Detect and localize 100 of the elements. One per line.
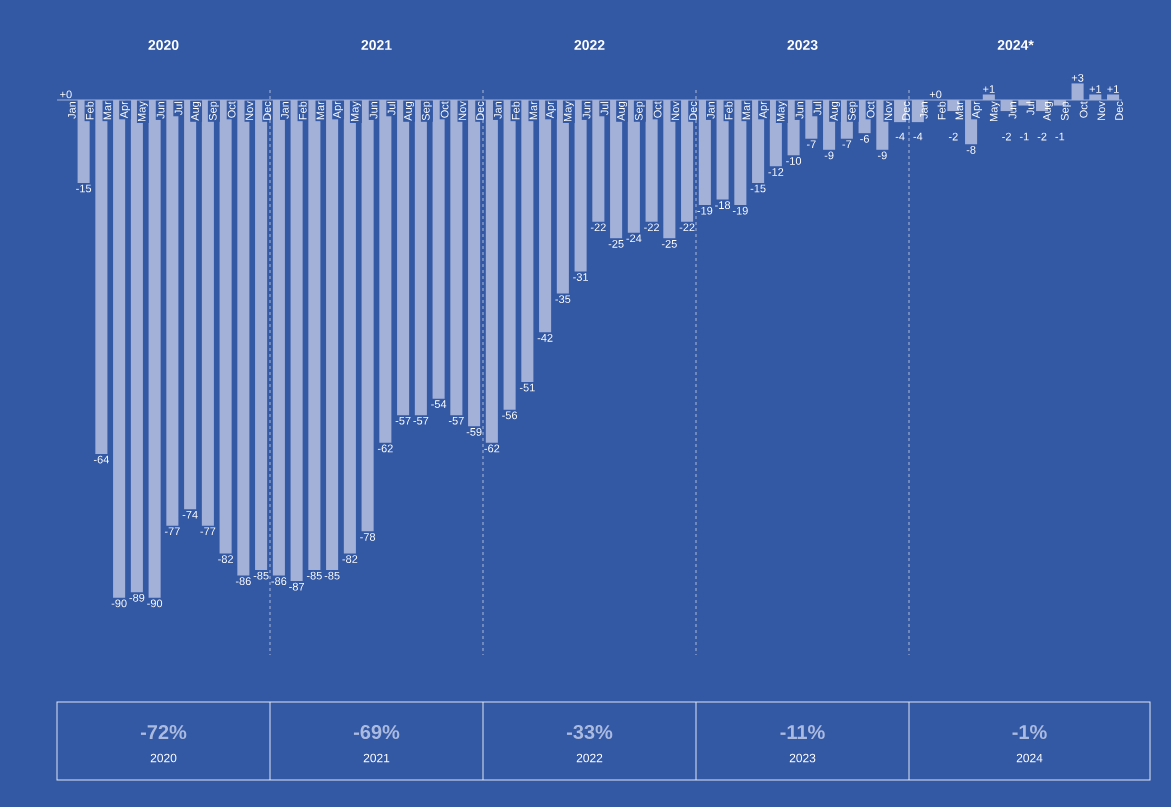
data-label: -85 <box>253 571 269 580</box>
data-label: -59 <box>466 427 482 436</box>
x-tick-label: Jan <box>920 101 928 119</box>
x-tick-label: Feb <box>511 101 520 120</box>
x-tick-label: Dec <box>476 101 484 120</box>
x-tick-label: Jul <box>600 101 609 116</box>
x-tick-label: Jun <box>582 101 591 119</box>
x-tick-label: Nov <box>458 101 467 120</box>
x-tick-label: Aug <box>191 101 202 121</box>
data-label: -4 <box>913 132 923 141</box>
data-label: -90 <box>147 599 163 608</box>
x-tick-label: Sep <box>208 101 219 121</box>
data-label: -2 <box>1037 132 1047 141</box>
data-label: -86 <box>235 577 251 586</box>
data-label: -82 <box>342 555 358 563</box>
x-tick-label: Apr <box>759 101 770 119</box>
data-label: -24 <box>626 234 642 243</box>
data-label: -4 <box>895 132 905 141</box>
data-label: -1 <box>1019 132 1029 141</box>
text: 2021 <box>363 753 390 763</box>
data-label: -25 <box>608 239 624 248</box>
data-label: -7 <box>842 140 852 148</box>
data-label: +1 <box>1089 85 1102 93</box>
data-label: -19 <box>732 206 748 215</box>
data-label: -85 <box>324 571 340 580</box>
x-tick-label: Oct <box>866 101 875 118</box>
data-label: -15 <box>750 184 766 193</box>
text: -11% <box>780 724 825 740</box>
data-label: +1 <box>1107 85 1119 93</box>
text: -1% <box>1012 724 1047 740</box>
x-tick-label: Sep <box>634 101 645 121</box>
x-tick-label: Feb <box>937 101 946 120</box>
text: 2024* <box>997 40 1034 50</box>
data-label: -2 <box>1002 132 1011 141</box>
x-tick-label: Feb <box>298 101 307 120</box>
x-tick-label: Jan <box>281 101 289 119</box>
data-label: -56 <box>502 411 518 420</box>
data-label: -18 <box>715 201 731 210</box>
x-tick-label: Apr <box>333 101 344 119</box>
data-label: -77 <box>164 527 180 536</box>
x-tick-label: Mar <box>529 101 538 120</box>
text: 2020 <box>150 753 177 763</box>
x-tick-label: Dec <box>902 101 910 120</box>
data-label: -57 <box>413 416 429 425</box>
x-tick-label: Jul <box>387 101 396 116</box>
x-tick-label: Sep <box>1060 101 1071 121</box>
data-label: -10 <box>786 157 802 165</box>
x-tick-label: Feb <box>85 101 94 120</box>
text: 2023 <box>787 40 818 50</box>
x-tick-label: May <box>989 101 1000 122</box>
data-label: +3 <box>1071 73 1084 82</box>
data-label: -31 <box>573 273 589 281</box>
x-tick-label: May <box>776 101 787 122</box>
data-label: -12 <box>768 168 784 176</box>
data-label: -74 <box>182 510 198 519</box>
x-tick-label: Apr <box>120 101 131 119</box>
x-tick-label: Aug <box>404 101 415 121</box>
data-label: -35 <box>555 295 571 304</box>
x-tick-label: Nov <box>671 101 680 120</box>
x-tick-label: Sep <box>847 101 858 121</box>
text: 2024 <box>1016 753 1043 763</box>
x-tick-label: Jul <box>813 101 822 116</box>
data-label: -57 <box>448 416 464 425</box>
x-tick-label: Aug <box>830 101 841 121</box>
x-tick-label: Sep <box>421 101 432 121</box>
data-label: -87 <box>289 582 305 591</box>
x-tick-label: Mar <box>103 101 112 120</box>
data-label: +0 <box>929 90 942 99</box>
data-label: -51 <box>519 383 535 392</box>
x-tick-label: Nov <box>245 101 254 120</box>
x-tick-label: Oct <box>1079 101 1088 118</box>
x-tick-label: Apr <box>546 101 557 119</box>
data-label: -9 <box>824 151 834 160</box>
data-label: -85 <box>306 571 322 580</box>
x-tick-label: Jul <box>1026 101 1035 116</box>
x-tick-label: Oct <box>227 101 236 118</box>
data-label: -9 <box>877 151 887 160</box>
x-tick-label: Jun <box>369 101 378 119</box>
data-label: -89 <box>129 593 145 602</box>
data-label: -90 <box>111 599 127 608</box>
x-tick-label: Feb <box>724 101 733 120</box>
data-label: -22 <box>679 223 695 232</box>
text: -72% <box>140 724 187 740</box>
x-tick-label: Jul <box>174 101 183 116</box>
x-tick-label: Jun <box>1008 101 1017 119</box>
data-label: -25 <box>661 239 677 248</box>
data-label: -77 <box>200 527 216 536</box>
text: 2020 <box>148 40 179 50</box>
text: -33% <box>566 724 613 740</box>
data-label: +0 <box>60 90 72 99</box>
x-tick-label: Aug <box>1043 101 1053 121</box>
x-tick-label: Jun <box>156 101 165 119</box>
x-tick-label: Oct <box>653 101 662 118</box>
data-label: -7 <box>806 140 816 148</box>
x-tick-label: Aug <box>617 101 628 121</box>
x-tick-label: Nov <box>1097 101 1106 120</box>
x-tick-label: Nov <box>884 101 893 120</box>
x-tick-label: May <box>563 101 574 122</box>
text: 2023 <box>789 753 816 763</box>
data-label: -57 <box>395 416 411 425</box>
